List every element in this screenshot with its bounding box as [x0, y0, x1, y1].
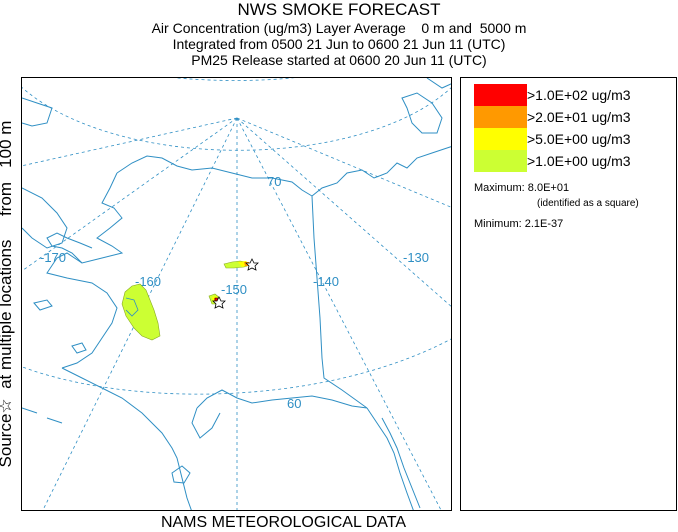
alaska-south-coast	[61, 367, 192, 510]
legend-label-5: >5.0E+00 ug/m3	[527, 131, 631, 147]
alaska-canada-border	[311, 195, 368, 409]
lon-label-150: -150	[221, 282, 247, 297]
lon-line-130	[236, 117, 451, 307]
st-lawrence-island	[33, 299, 53, 311]
concentration-description: Air Concentration (ug/m3) Layer Average …	[151, 20, 527, 36]
lon-line-180	[22, 117, 238, 167]
alaska-arctic-coast	[116, 155, 313, 197]
legend-label-1: >1.0E+00 ug/m3	[527, 153, 631, 169]
legend-swatch-5	[474, 128, 527, 150]
lon-line-170	[22, 117, 238, 272]
data-source-footer: NAMS METEOROLOGICAL DATA	[160, 514, 407, 531]
source-side-label: Source☆ at multiple locations from 100 m	[0, 121, 15, 468]
siberia-coast	[22, 97, 53, 127]
kodiak-island	[171, 465, 191, 484]
plume-large-inner	[125, 297, 139, 317]
legend-swatch-100	[474, 84, 527, 106]
lat-label-60: 60	[287, 396, 301, 411]
plume-large-western	[121, 283, 161, 341]
legend-swatch-20	[474, 106, 527, 128]
lon-label-140: -140	[313, 274, 339, 289]
panhandle-coast	[366, 407, 414, 510]
integration-period: Integrated from 0500 21 Jun to 0600 21 J…	[172, 36, 506, 52]
alaska-map: -170 -160 -150 -140 -130 70 60	[22, 78, 451, 510]
legend-label-100: >1.0E+02 ug/m3	[527, 87, 631, 103]
kenai-coast	[196, 389, 368, 409]
lon-label-170: -170	[40, 250, 66, 265]
banks-island	[401, 92, 443, 134]
source-star-icon	[245, 258, 259, 271]
panhandle-islands	[381, 417, 421, 509]
smoke-plumes	[121, 260, 251, 341]
aleutian-islands	[22, 407, 63, 424]
minimum-value: Minimum: 2.1E-37	[474, 218, 564, 230]
legend-panel: >1.0E+02 ug/m3 >2.0E+01 ug/m3 >5.0E+00 u…	[460, 77, 677, 511]
lat-line-70	[22, 86, 451, 151]
victoria-island	[426, 78, 451, 89]
chukotka-coast	[22, 187, 68, 249]
maximum-value: Maximum: 8.0E+01	[474, 182, 570, 194]
lon-line-140	[236, 117, 442, 510]
graticule	[22, 78, 451, 510]
source-star-icon	[212, 296, 226, 309]
grid-labels: -170 -160 -150 -140 -130 70 60	[40, 174, 429, 411]
release-info: PM25 Release started at 0600 20 Jun 11 (…	[191, 52, 487, 68]
canada-arctic-coast	[311, 146, 451, 197]
lat-label-70: 70	[267, 174, 281, 189]
lon-label-130: -130	[403, 250, 429, 265]
legend-swatch-1	[474, 150, 527, 172]
seward-peninsula	[46, 232, 93, 264]
maximum-note: (identified as a square)	[537, 198, 639, 209]
lon-line-120	[236, 117, 451, 208]
alaska-west-coast	[46, 172, 124, 369]
lon-line-160	[42, 117, 238, 510]
lat-line-60	[22, 338, 451, 395]
coastlines	[22, 78, 451, 510]
map-panel: -170 -160 -150 -140 -130 70 60	[21, 77, 452, 511]
legend-label-20: >2.0E+01 ug/m3	[527, 109, 631, 125]
nunivak-island	[71, 342, 87, 354]
lat-line-80	[174, 78, 295, 81]
source-markers	[212, 258, 259, 309]
cook-inlet	[191, 407, 221, 439]
forecast-title: NWS SMOKE FORECAST	[237, 0, 441, 19]
